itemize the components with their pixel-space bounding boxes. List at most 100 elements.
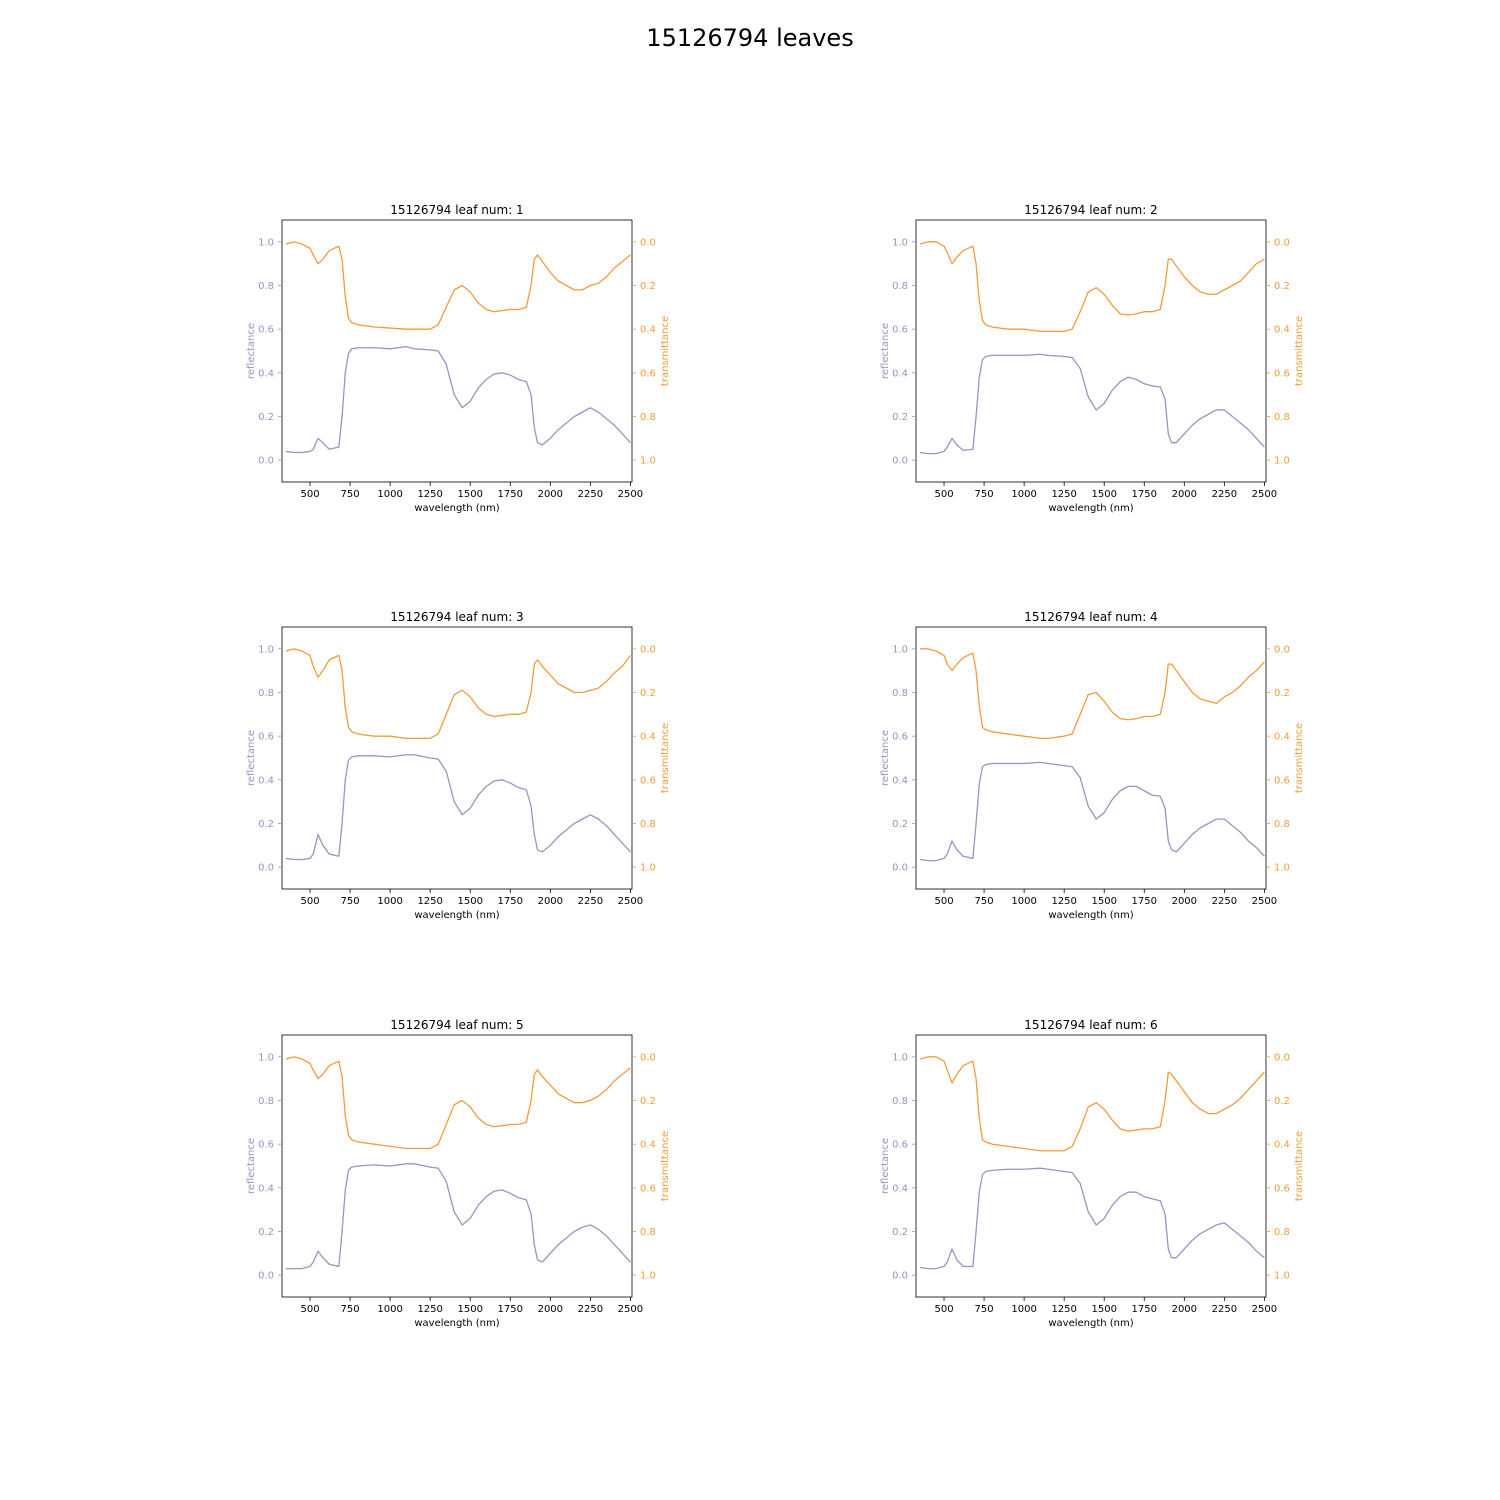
figure-title: 15126794 leaves (646, 24, 854, 52)
plot-frame (281, 1034, 633, 1298)
x-tick-label: 2500 (618, 489, 643, 500)
y-right-tick-label: 0.0 (640, 1052, 656, 1063)
y-left-tick-label: 0.0 (258, 1271, 274, 1282)
reflectance-line (286, 1163, 631, 1270)
x-tick-label: 500 (934, 489, 953, 500)
reflectance-line (285, 345, 631, 454)
y-left-tick-label: 0.2 (892, 412, 908, 423)
y-left-tick-label: 0.4 (892, 1183, 908, 1194)
subplot-title: 15126794 leaf num: 2 (1024, 203, 1157, 217)
subplot-2: 15126794 leaf num: 2 500 750 1000 1250 1500 17… (880, 203, 1305, 514)
transmittance-line (919, 1056, 1265, 1152)
transmittance-line (285, 241, 631, 330)
transmittance-line (285, 648, 631, 739)
x-tick-label: 1250 (417, 1304, 442, 1315)
y-right-tick-label: 1.0 (1274, 863, 1290, 874)
y-left-tick-label: 0.4 (258, 1183, 274, 1194)
y-right-tick-label: 1.0 (640, 456, 656, 467)
x-tick-label: 2500 (1252, 1304, 1277, 1315)
x-tick-label: 1500 (1091, 1304, 1116, 1315)
y-right-tick-label: 0.2 (1274, 281, 1290, 292)
transmittance-line (285, 1056, 631, 1150)
x-tick-label: 2000 (1172, 489, 1197, 500)
y-left-tick-label: 1.0 (892, 237, 908, 248)
y-right-tick-label: 0.6 (640, 775, 656, 786)
y-left-tick-label: 1.0 (258, 237, 274, 248)
x-axis-label: wavelength (nm) (1048, 1318, 1133, 1329)
y-right-tick-label: 1.0 (1274, 456, 1290, 467)
y-left-tick-label: 1.0 (892, 1052, 908, 1063)
subplot-title: 15126794 leaf num: 6 (1024, 1018, 1157, 1032)
y-left-tick-label: 0.4 (892, 775, 908, 786)
y-right-tick-label: 0.4 (1274, 732, 1290, 743)
plot-frame (915, 219, 1267, 483)
y-left-tick-label: 0.4 (892, 368, 908, 379)
x-tick-label: 1000 (377, 1304, 402, 1315)
y-left-tick-label: 0.0 (258, 456, 274, 467)
x-tick-label: 750 (975, 896, 994, 907)
y-right-tick-label: 0.0 (1274, 1052, 1290, 1063)
x-axis-label: wavelength (nm) (1048, 503, 1133, 514)
y-left-tick-label: 0.6 (258, 325, 274, 336)
y-right-tick-label: 0.8 (640, 412, 656, 423)
y-right-tick-label: 0.6 (1274, 775, 1290, 786)
x-tick-label: 2500 (618, 1304, 643, 1315)
x-tick-label: 2250 (1212, 896, 1237, 907)
x-tick-label: 1000 (377, 896, 402, 907)
y-right-tick-label: 0.4 (640, 1140, 656, 1151)
y-left-tick-label: 0.4 (258, 368, 274, 379)
x-tick-label: 2000 (538, 489, 563, 500)
x-tick-label: 1250 (417, 896, 442, 907)
y-left-tick-label: 0.8 (892, 1096, 908, 1107)
reflectance-line (919, 353, 1265, 455)
subplot-4: 15126794 leaf num: 4 500 750 1000 1250 1500 17… (880, 610, 1305, 921)
x-tick-label: 2250 (578, 489, 603, 500)
x-tick-label: 2000 (538, 1304, 563, 1315)
y-right-tick-label: 0.4 (640, 732, 656, 743)
x-tick-label: 1000 (1011, 896, 1036, 907)
y-right-tick-label: 0.6 (640, 368, 656, 379)
y-right-tick-label: 0.2 (1274, 688, 1290, 699)
y-right-tick-label: 1.0 (1274, 1271, 1290, 1282)
y-right-tick-label: 0.6 (1274, 1183, 1290, 1194)
reflectance-line (919, 761, 1265, 862)
x-tick-label: 750 (341, 1304, 360, 1315)
x-axis-label: wavelength (nm) (414, 503, 499, 514)
y-left-tick-label: 1.0 (892, 644, 908, 655)
x-tick-label: 2250 (1212, 1304, 1237, 1315)
x-tick-label: 750 (975, 489, 994, 500)
y-right-tick-label: 0.8 (1274, 819, 1290, 830)
x-tick-label: 2000 (1172, 1304, 1197, 1315)
plot-frame (281, 219, 633, 483)
y-right-tick-label: 0.4 (1274, 325, 1290, 336)
x-tick-label: 1250 (1051, 489, 1076, 500)
x-tick-label: 1000 (1011, 489, 1036, 500)
y-left-axis-label: reflectance (246, 1138, 257, 1194)
y-left-axis-label: reflectance (880, 730, 891, 786)
subplot-title: 15126794 leaf num: 4 (1024, 610, 1157, 624)
y-left-tick-label: 0.2 (258, 819, 274, 830)
x-tick-label: 2000 (1172, 896, 1197, 907)
x-tick-label: 1750 (1132, 896, 1157, 907)
y-right-tick-label: 0.2 (640, 1096, 656, 1107)
y-left-axis-label: reflectance (246, 323, 257, 379)
y-left-tick-label: 0.8 (258, 688, 274, 699)
y-right-tick-label: 0.0 (640, 237, 656, 248)
x-tick-label: 500 (934, 1304, 953, 1315)
x-tick-label: 2250 (1212, 489, 1237, 500)
y-right-tick-label: 0.6 (1274, 368, 1290, 379)
x-tick-label: 2250 (578, 896, 603, 907)
subplot-5: 15126794 leaf num: 5 500 750 1000 1250 1500 17… (246, 1018, 671, 1329)
x-tick-label: 1000 (1011, 1304, 1036, 1315)
y-right-tick-label: 0.4 (1274, 1140, 1290, 1151)
x-tick-label: 1750 (498, 896, 523, 907)
y-right-axis-label: transmittance (660, 723, 671, 793)
y-left-tick-label: 0.6 (258, 1140, 274, 1151)
y-left-tick-label: 0.0 (258, 863, 274, 874)
x-tick-label: 500 (934, 896, 953, 907)
y-right-tick-label: 0.2 (640, 281, 656, 292)
y-left-tick-label: 1.0 (258, 644, 274, 655)
x-tick-label: 500 (300, 1304, 319, 1315)
y-right-tick-label: 0.2 (1274, 1096, 1290, 1107)
